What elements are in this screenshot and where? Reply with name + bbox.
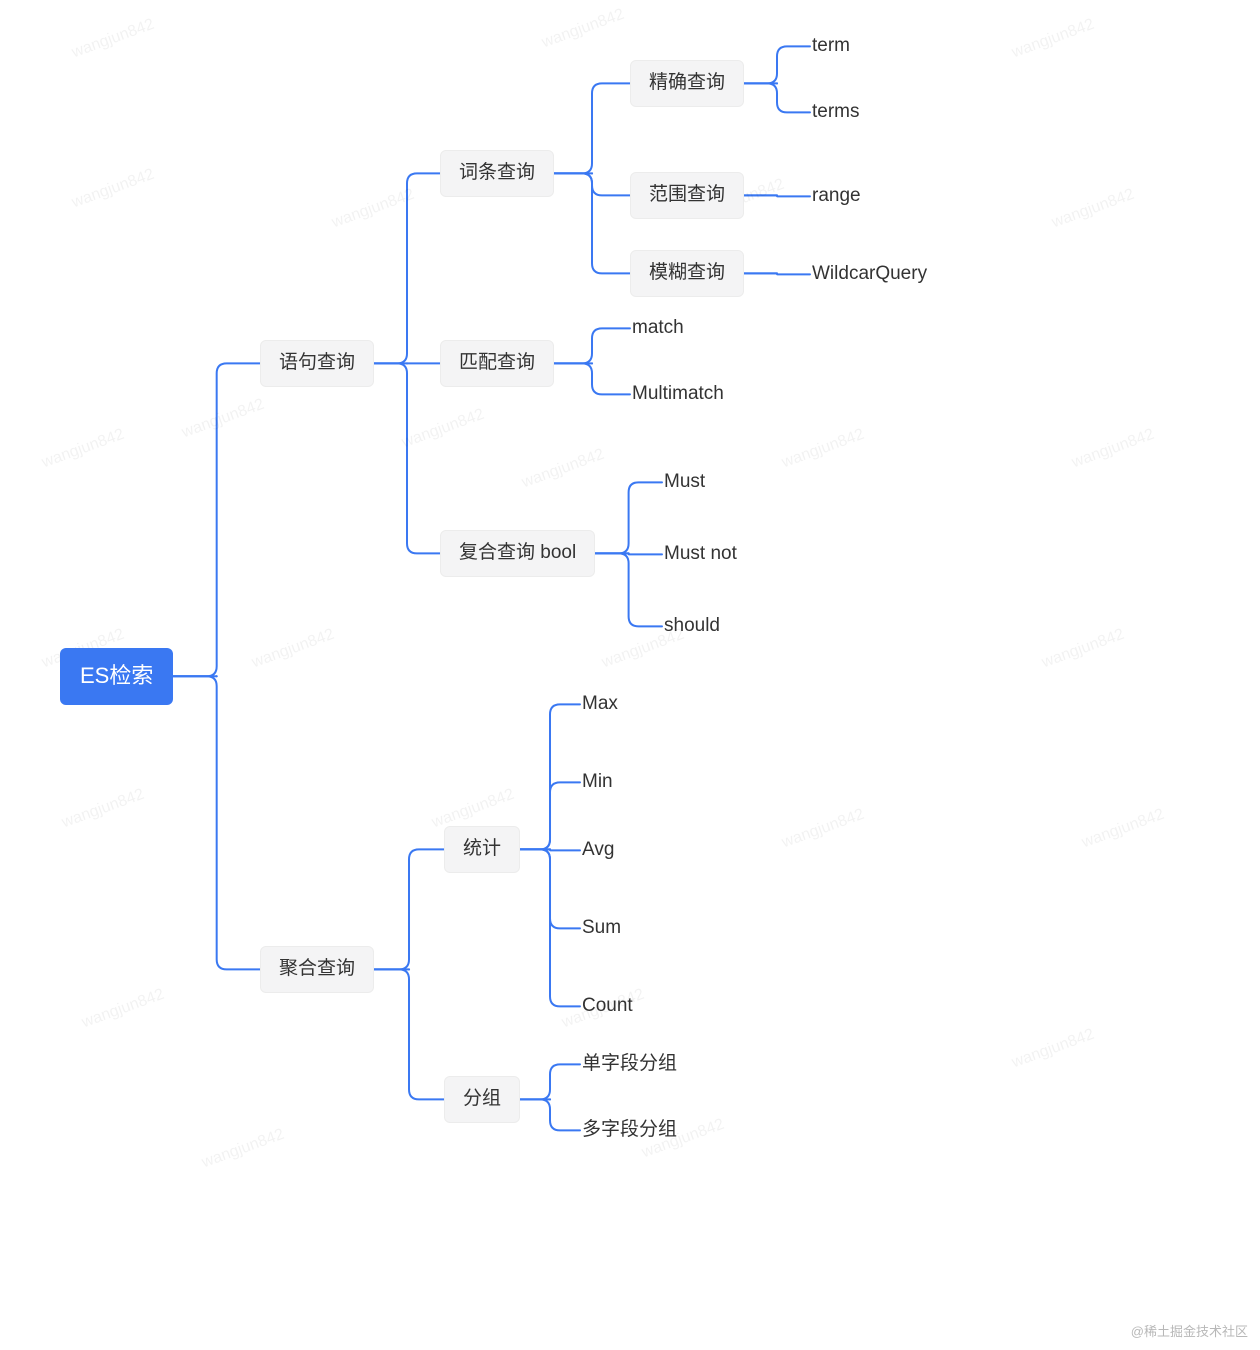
mindmap-node-l_mustnot: Must not	[662, 538, 739, 571]
mindmap-node-n2a: 统计	[444, 826, 520, 873]
watermark: wangjun842	[400, 406, 487, 452]
watermark: wangjun842	[780, 806, 867, 852]
watermark: wangjun842	[330, 186, 417, 232]
mindmap-node-l_multi: Multimatch	[630, 378, 726, 411]
watermark: wangjun842	[250, 626, 337, 672]
watermark: wangjun842	[540, 6, 627, 52]
mindmap-node-n1a: 词条查询	[440, 150, 554, 197]
watermark: wangjun842	[1070, 426, 1157, 472]
mindmap-node-root: ES检索	[60, 648, 173, 705]
mindmap-node-l_terms: terms	[810, 96, 862, 129]
mindmap-node-n2b: 分组	[444, 1076, 520, 1123]
mindmap-node-l_g2: 多字段分组	[580, 1114, 679, 1147]
mindmap-node-n1c: 复合查询 bool	[440, 530, 595, 577]
mindmap-node-l_should: should	[662, 610, 722, 643]
mindmap-node-l_avg: Avg	[580, 834, 616, 867]
watermark: wangjun842	[60, 786, 147, 832]
watermark: wangjun842	[780, 426, 867, 472]
mindmap-node-l_min: Min	[580, 766, 615, 799]
mindmap-node-l_max: Max	[580, 688, 620, 721]
credit-text: @稀土掘金技术社区	[1131, 1321, 1248, 1340]
watermark: wangjun842	[70, 166, 157, 212]
watermark: wangjun842	[520, 446, 607, 492]
mindmap-node-l_g1: 单字段分组	[580, 1048, 679, 1081]
mindmap-node-l_sum: Sum	[580, 912, 623, 945]
mindmap-node-n1b: 匹配查询	[440, 340, 554, 387]
watermark: wangjun842	[40, 426, 127, 472]
watermark: wangjun842	[180, 396, 267, 442]
watermark: wangjun842	[70, 16, 157, 62]
mindmap-node-l_range: range	[810, 180, 863, 213]
watermark: wangjun842	[200, 1126, 287, 1172]
mindmap-node-n1a2: 范围查询	[630, 172, 744, 219]
mindmap-node-n1a3: 模糊查询	[630, 250, 744, 297]
watermark: wangjun842	[1080, 806, 1167, 852]
watermark: wangjun842	[1050, 186, 1137, 232]
mindmap-node-l_match: match	[630, 312, 686, 345]
watermark: wangjun842	[1010, 16, 1097, 62]
mindmap-node-l_term: term	[810, 30, 852, 63]
mindmap-node-l_count: Count	[580, 990, 635, 1023]
mindmap-node-l_must: Must	[662, 466, 707, 499]
mindmap-node-n2: 聚合查询	[260, 946, 374, 993]
watermark: wangjun842	[80, 986, 167, 1032]
mindmap-node-n1: 语句查询	[260, 340, 374, 387]
watermark: wangjun842	[1040, 626, 1127, 672]
mindmap-node-l_wildcard: WildcarQuery	[810, 258, 929, 291]
watermark: wangjun842	[1010, 1026, 1097, 1072]
mindmap-node-n1a1: 精确查询	[630, 60, 744, 107]
